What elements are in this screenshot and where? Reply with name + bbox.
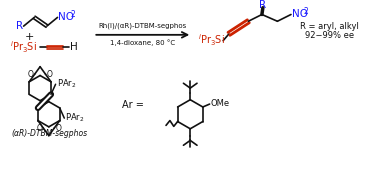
Text: O: O: [55, 124, 61, 133]
Text: $^{i}$Pr$_3$Si: $^{i}$Pr$_3$Si: [10, 40, 37, 55]
Text: 1,4-dioxane, 80 °C: 1,4-dioxane, 80 °C: [110, 39, 175, 46]
Text: 2: 2: [70, 10, 75, 19]
Text: R = aryl, alkyl: R = aryl, alkyl: [300, 22, 359, 31]
Text: $^{i}$Pr$_3$Si: $^{i}$Pr$_3$Si: [198, 33, 225, 48]
Text: H: H: [70, 43, 78, 52]
Text: O: O: [28, 70, 34, 79]
Text: R: R: [259, 0, 266, 10]
Text: NO: NO: [292, 9, 308, 19]
Text: Ar =: Ar =: [122, 100, 144, 109]
Text: O: O: [37, 124, 42, 133]
Text: (αR)-DTBM-segphos: (αR)-DTBM-segphos: [11, 129, 87, 138]
Text: Rh(I)/(αR)-DTBM-segphos: Rh(I)/(αR)-DTBM-segphos: [99, 23, 187, 29]
Text: O: O: [46, 70, 52, 79]
Text: OMe: OMe: [211, 99, 230, 108]
Text: 2: 2: [304, 7, 308, 16]
Text: R: R: [16, 21, 23, 31]
Text: +: +: [25, 32, 34, 42]
Text: PAr$_2$: PAr$_2$: [65, 112, 85, 124]
Text: PAr$_2$: PAr$_2$: [57, 78, 76, 91]
Text: 92−99% ee: 92−99% ee: [305, 31, 354, 40]
Text: NO: NO: [59, 12, 74, 22]
